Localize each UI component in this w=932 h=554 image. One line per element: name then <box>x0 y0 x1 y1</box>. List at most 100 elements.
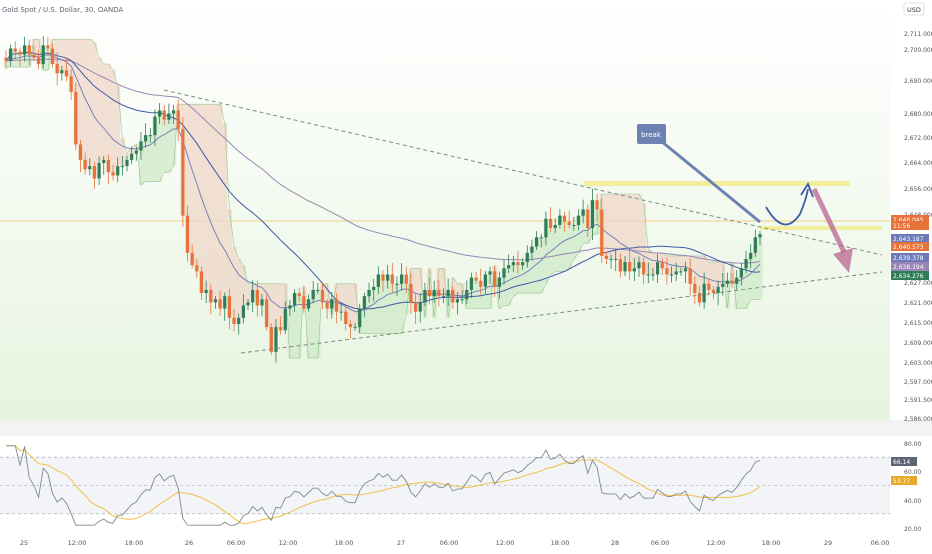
bear-cloud-segment <box>706 262 712 290</box>
price-label-box <box>891 242 929 251</box>
bear-cloud-segment <box>413 268 419 312</box>
bull-cloud-segment <box>543 218 549 284</box>
candle <box>325 299 329 319</box>
candle <box>302 285 306 313</box>
candle-body <box>479 280 483 287</box>
candle <box>548 207 553 233</box>
projection-down-path <box>811 187 847 254</box>
candle <box>209 284 213 315</box>
candle <box>181 117 185 227</box>
candle-body <box>539 237 543 239</box>
price-tick-label: 2,700.000 <box>904 47 932 54</box>
candle <box>497 271 501 299</box>
bull-cloud-segment <box>510 262 516 297</box>
time-tick-label: 12:00 <box>707 539 726 547</box>
price-label-text: 2,638.194 <box>893 264 924 271</box>
candle <box>516 250 520 274</box>
bull-cloud-segment <box>739 268 745 309</box>
price-label-text: 2,639.378 <box>893 255 924 262</box>
candle <box>544 211 548 246</box>
candle <box>660 257 664 276</box>
candle <box>679 267 683 276</box>
price-axis-background[interactable] <box>890 0 932 420</box>
candle-body <box>204 289 208 294</box>
bull-cloud-segment <box>394 283 400 334</box>
descending-trendline[interactable] <box>163 89 883 256</box>
candle <box>530 239 534 261</box>
candle <box>344 306 348 331</box>
candle <box>558 208 562 229</box>
candle-body <box>139 141 143 151</box>
candle <box>651 268 655 281</box>
candle <box>320 282 325 310</box>
candle-body <box>725 280 730 284</box>
bull-cloud-segment <box>161 119 167 173</box>
rsi-value-box <box>891 476 917 485</box>
candle-body <box>97 163 101 179</box>
candle <box>78 139 83 173</box>
candle-body <box>576 215 581 225</box>
candle-body <box>237 317 241 325</box>
time-tick-label: 18:00 <box>551 539 570 547</box>
rsi-value-label: 66.14 <box>891 457 917 466</box>
candle-body <box>74 91 78 145</box>
candle-body <box>251 289 255 303</box>
bull-cloud-segment <box>524 252 530 294</box>
candle <box>274 319 278 363</box>
bull-cloud-segment <box>594 209 600 235</box>
candle-body <box>562 215 567 222</box>
bull-cloud-segment <box>478 286 484 309</box>
candle <box>353 323 357 331</box>
candle-body <box>325 302 329 309</box>
bull-cloud-segment <box>403 283 409 315</box>
candle-body <box>153 116 157 136</box>
rsi-value-label: 53.77 <box>891 476 917 485</box>
bear-cloud-segment <box>87 39 93 167</box>
candle <box>358 303 362 334</box>
price-tick-label: 2,597.000 <box>904 379 932 386</box>
candle-body <box>409 283 413 303</box>
candle-body <box>78 144 83 160</box>
bear-cloud-segment <box>92 42 98 179</box>
candle-body <box>27 45 31 55</box>
candle-body <box>362 296 366 309</box>
candle <box>367 282 371 303</box>
candle <box>590 188 595 240</box>
bear-cloud-segment <box>678 255 684 272</box>
candle <box>735 270 739 290</box>
support-zone[interactable] <box>760 226 882 230</box>
break-label[interactable]: break <box>637 124 666 144</box>
candle <box>195 259 199 278</box>
resistance-zone[interactable] <box>584 181 850 186</box>
bear-cloud-segment <box>231 246 237 325</box>
time-tick-label: 25 <box>20 539 28 547</box>
candle-body <box>125 159 129 167</box>
candle-body <box>334 299 339 312</box>
candle <box>199 266 204 300</box>
candle-body <box>306 299 311 309</box>
price-label-text: 2,643.187 <box>893 236 924 243</box>
candle-body <box>283 308 287 331</box>
ascending-trendline[interactable] <box>240 271 883 354</box>
price-label: 2,638.194 <box>891 262 929 271</box>
time-axis-background[interactable] <box>0 534 932 550</box>
candle-body <box>744 259 748 269</box>
rsi-value-text: 53.77 <box>893 478 910 485</box>
candle-body <box>348 324 353 328</box>
pane-separator[interactable] <box>0 420 932 436</box>
time-tick-label: 06:00 <box>440 539 459 547</box>
usd-button[interactable]: USD <box>903 2 925 16</box>
candle-body <box>144 135 148 142</box>
candle <box>693 276 697 305</box>
bear-cloud-segment <box>622 193 628 263</box>
candle-body <box>320 289 325 303</box>
candle <box>269 323 273 356</box>
candle-body <box>157 110 162 117</box>
rsi-value-box <box>891 457 917 466</box>
candle <box>646 262 650 284</box>
candle <box>567 210 571 229</box>
candle <box>176 99 180 142</box>
candle <box>292 289 297 312</box>
